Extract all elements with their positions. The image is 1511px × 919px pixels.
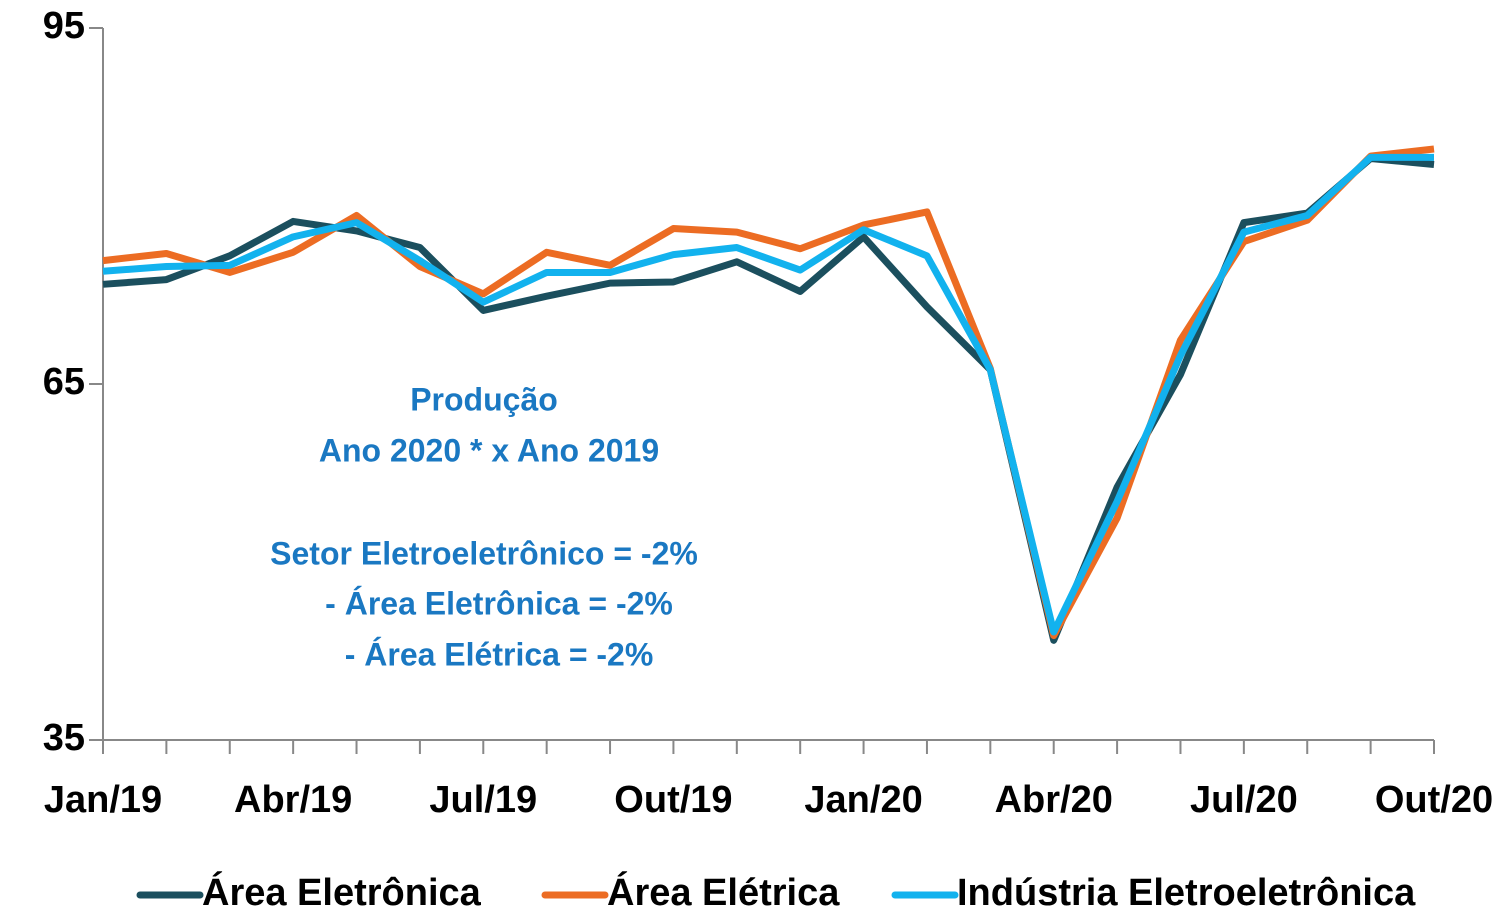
x-tick-label: Jul/20 (1190, 779, 1298, 821)
annotation: - Área Eletrônica = -2% (325, 585, 673, 621)
x-tick-label: Jul/19 (429, 779, 537, 821)
y-tick-label: 65 (43, 361, 85, 403)
annotation: - Área Elétrica = -2% (345, 636, 654, 672)
annotation: Produção (410, 381, 558, 417)
x-tick-label: Out/20 (1375, 779, 1493, 821)
annotation: Ano 2020 * x Ano 2019 (319, 432, 659, 468)
x-tick-label: Jan/19 (44, 779, 162, 821)
annotation: Setor Eletroeletrônico = -2% (270, 535, 698, 571)
legend-label: Área Elétrica (607, 870, 840, 914)
y-tick-label: 35 (43, 717, 85, 759)
x-tick-label: Abr/20 (995, 779, 1113, 821)
legend-label: Indústria Eletroeletrônica (957, 872, 1416, 914)
y-tick-label: 95 (43, 5, 85, 47)
series-line (102, 153, 1434, 636)
x-tick-label: Jan/20 (804, 779, 922, 821)
legend-label: Área Eletrônica (202, 870, 482, 914)
x-tick-label: Out/19 (614, 779, 732, 821)
x-tick-label: Abr/19 (234, 779, 352, 821)
